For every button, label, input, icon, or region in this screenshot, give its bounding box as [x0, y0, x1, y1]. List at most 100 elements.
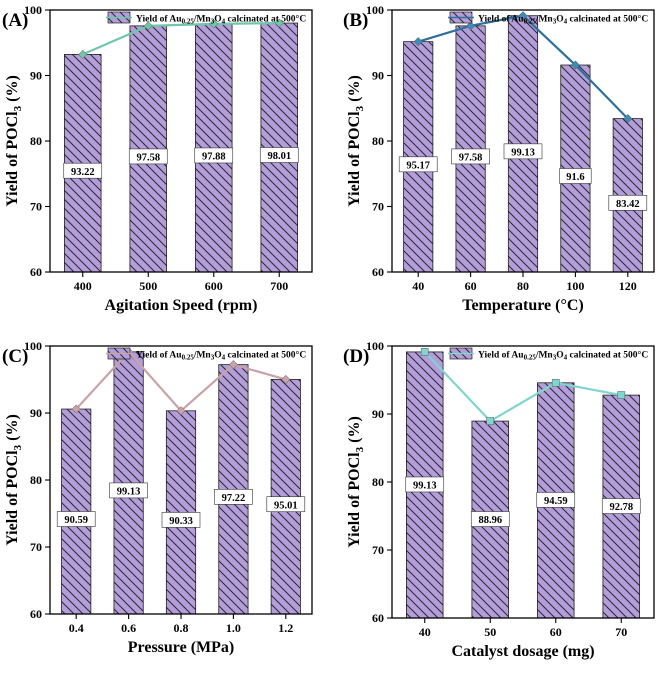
data-label: 98.01 [267, 151, 291, 162]
data-point-marker [143, 21, 153, 31]
data-label: 90.33 [169, 516, 193, 527]
y-tick-label: 60 [372, 265, 384, 279]
text-span: Yield of POCl [4, 450, 21, 546]
panel-label: (C) [2, 346, 28, 367]
panel-label: (A) [2, 10, 28, 31]
y-axis-label: Yield of POCl3 (%) [346, 416, 366, 548]
legend: Yield of Au0.25/Mn3O4 calcinated at 500°… [106, 11, 306, 26]
text-span: 0.25 [182, 18, 195, 26]
y-tick-label: 70 [372, 200, 384, 214]
legend-label: Yield of Au0.25/Mn3O4 calcinated at 500°… [478, 350, 648, 362]
text-span: /Mn [535, 351, 554, 361]
data-label-box [194, 147, 234, 164]
text-span: 0.25 [182, 354, 195, 362]
text-span: calcinated at 500°C [567, 350, 648, 361]
text-span: 3 [12, 105, 24, 111]
data-label: 83.42 [616, 199, 640, 210]
data-label-box [601, 498, 641, 514]
data-label-box [259, 147, 299, 163]
legend-label: Yield of Au0.25/Mn3O4 calcinated at 500°… [136, 14, 306, 26]
data-point-marker [209, 19, 219, 29]
text-span: 4 [222, 18, 226, 26]
legend-label: Yield of Au0.25/Mn3O4 calcinated at 500°… [478, 14, 648, 26]
legend: Yield of Au0.25/Mn3O4 calcinated at 500°… [448, 11, 648, 26]
x-tick-label: 400 [74, 279, 92, 293]
x-tick-label: 700 [270, 279, 288, 293]
panel-label: (B) [343, 10, 368, 31]
chart-panel-4: (D) 99.13 88.96 94.59 92.78 60 70 80 90 100 40 50 60… [343, 339, 655, 660]
data-point-marker [623, 114, 633, 124]
data-label-box [63, 162, 103, 179]
x-tick-label: 0.4 [69, 621, 84, 635]
y-tick-label: 100 [24, 3, 42, 17]
text-span: O [556, 15, 563, 25]
x-axis-label: Pressure (MPa) [128, 639, 234, 656]
data-label: 95.01 [274, 500, 298, 511]
data-point-marker [78, 49, 88, 59]
y-tick-label: 60 [30, 607, 42, 621]
data-point-marker [71, 404, 81, 414]
data-point-marker [617, 391, 626, 399]
y-tick-label: 80 [372, 134, 384, 148]
text-span: Yield of Au [136, 15, 182, 25]
y-axis-label: Yield of POCl3 (%) [4, 75, 24, 207]
legend-label: Yield of Au0.25/Mn3O4 calcinated at 500°… [136, 350, 306, 362]
x-axis-label: Agitation Speed (rpm) [105, 297, 258, 314]
y-tick-label: 70 [372, 543, 384, 557]
data-label: 88.96 [478, 515, 502, 526]
x-tick-label: 600 [205, 279, 223, 293]
x-tick-label: 60 [550, 625, 562, 639]
text-span: 4 [222, 354, 226, 362]
text-span: calcinated at 500°C [567, 14, 648, 25]
y-tick-label: 100 [366, 339, 384, 353]
data-label: 92.78 [609, 502, 633, 513]
data-label-box [214, 489, 253, 505]
x-axis-label: Catalyst dosage (mg) [451, 643, 594, 660]
text-span: O [214, 351, 221, 361]
text-span: Yield of Au [136, 351, 182, 361]
data-label-box [536, 492, 576, 508]
x-tick-label: 40 [412, 279, 424, 293]
y-tick-label: 100 [24, 339, 42, 353]
y-axis-label: Yield of POCl3 (%) [4, 414, 24, 546]
text-span: (%) [346, 416, 363, 447]
text-span: 3 [354, 446, 366, 452]
x-tick-label: 50 [484, 625, 496, 639]
data-point-marker [176, 406, 186, 416]
data-label: 97.88 [202, 152, 226, 163]
text-span: Yield of POCl [346, 111, 363, 207]
text-span: calcinated at 500°C [225, 350, 306, 361]
y-tick-label: 80 [30, 473, 42, 487]
y-tick-label: 90 [372, 407, 384, 421]
data-label-box [128, 148, 168, 165]
y-axis-label: Yield of POCl3 (%) [346, 75, 366, 207]
data-label: 90.59 [64, 515, 88, 526]
chart-panel-1: (A) 93.22 97.58 97.88 98.01 60 70 80 90 100 400 500… [2, 3, 313, 314]
data-label-box [398, 156, 438, 173]
text-span: 0.25 [524, 18, 537, 26]
data-label-box [559, 168, 592, 184]
panel-label: (D) [343, 346, 369, 367]
data-point-marker [420, 348, 429, 356]
data-label-box [451, 148, 490, 165]
chart-panel-3: (C) 90.59 99.13 90.33 97.22 95.01 60 70 80 90 100 0… [2, 339, 313, 656]
y-tick-label: 90 [372, 69, 384, 83]
text-span: /Mn [535, 15, 554, 25]
data-label: 95.17 [406, 160, 430, 171]
text-span: 3 [12, 444, 24, 450]
text-span: calcinated at 500°C [225, 14, 306, 25]
data-label: 99.13 [117, 487, 141, 498]
text-span: /Mn [193, 351, 212, 361]
text-span: 3 [211, 354, 215, 362]
data-label: 97.58 [459, 153, 483, 164]
data-label: 91.6 [566, 172, 584, 183]
data-point-marker [551, 378, 560, 387]
text-span: O [556, 351, 563, 361]
y-tick-label: 80 [30, 134, 42, 148]
text-span: 4 [564, 354, 568, 362]
y-tick-label: 100 [366, 3, 384, 17]
y-tick-label: 90 [30, 406, 42, 420]
data-label-box [608, 194, 648, 211]
